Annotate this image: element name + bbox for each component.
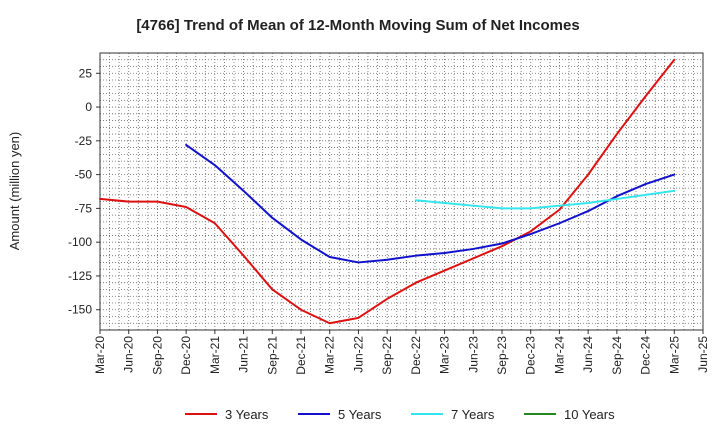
legend-label: 10 Years (564, 407, 615, 422)
legend-label: 3 Years (225, 407, 269, 422)
y-tick-label: 25 (79, 66, 93, 80)
x-tick-label: Jun-20 (122, 336, 136, 373)
legend: 3 Years 5 Years 7 Years 10 Years (185, 407, 615, 422)
x-tick-label: Mar-20 (93, 336, 107, 374)
x-tick-label: Mar-22 (323, 336, 337, 374)
plot-frame (99, 52, 704, 331)
legend-label: 5 Years (338, 407, 382, 422)
x-tick-label: Dec-22 (409, 336, 423, 375)
x-tick-label: Mar-24 (552, 336, 566, 374)
legend-label: 7 Years (451, 407, 495, 422)
x-tick-label: Jun-22 (351, 336, 365, 373)
y-tick-label: -25 (75, 134, 93, 148)
y-tick-label: -150 (68, 303, 92, 317)
series-line-5-years (185, 143, 676, 264)
series-line-7-years (414, 189, 676, 210)
x-tick-label: Sep-20 (150, 336, 164, 375)
x-tick-label: Dec-24 (639, 336, 653, 375)
x-tick-label: Dec-21 (294, 336, 308, 375)
x-tick-label: Dec-23 (524, 336, 538, 375)
x-tick-label: Mar-21 (208, 336, 222, 374)
y-tick-label: 0 (85, 100, 92, 114)
x-tick-label: Sep-24 (610, 336, 624, 375)
chart-title: [4766] Trend of Mean of 12-Month Moving … (136, 17, 579, 34)
x-tick-label: Sep-22 (380, 336, 394, 375)
x-tick-label: Sep-23 (495, 336, 509, 375)
y-tick-label: -100 (68, 235, 92, 249)
y-tick-label: -75 (75, 201, 93, 215)
plot-area: 25 0 -25 -50 -75 -100 -125 -150 Mar-20 Jun-20 Sep-… (68, 52, 710, 375)
x-tick-label: Mar-25 (667, 336, 681, 374)
x-tick-label: Jun-23 (466, 336, 480, 373)
series-line-3-years (99, 58, 676, 325)
x-tick-label: Jun-21 (237, 336, 251, 373)
y-axis-label: Amount (million yen) (7, 132, 22, 251)
x-tick-label: Jun-25 (696, 336, 710, 373)
x-tick-label: Jun-24 (581, 336, 595, 373)
x-tick-label: Dec-20 (179, 336, 193, 375)
x-tick-label: Mar-23 (438, 336, 452, 374)
x-tick-label: Sep-21 (265, 336, 279, 375)
y-tick-label: -125 (68, 269, 92, 283)
y-tick-label: -50 (75, 168, 93, 182)
